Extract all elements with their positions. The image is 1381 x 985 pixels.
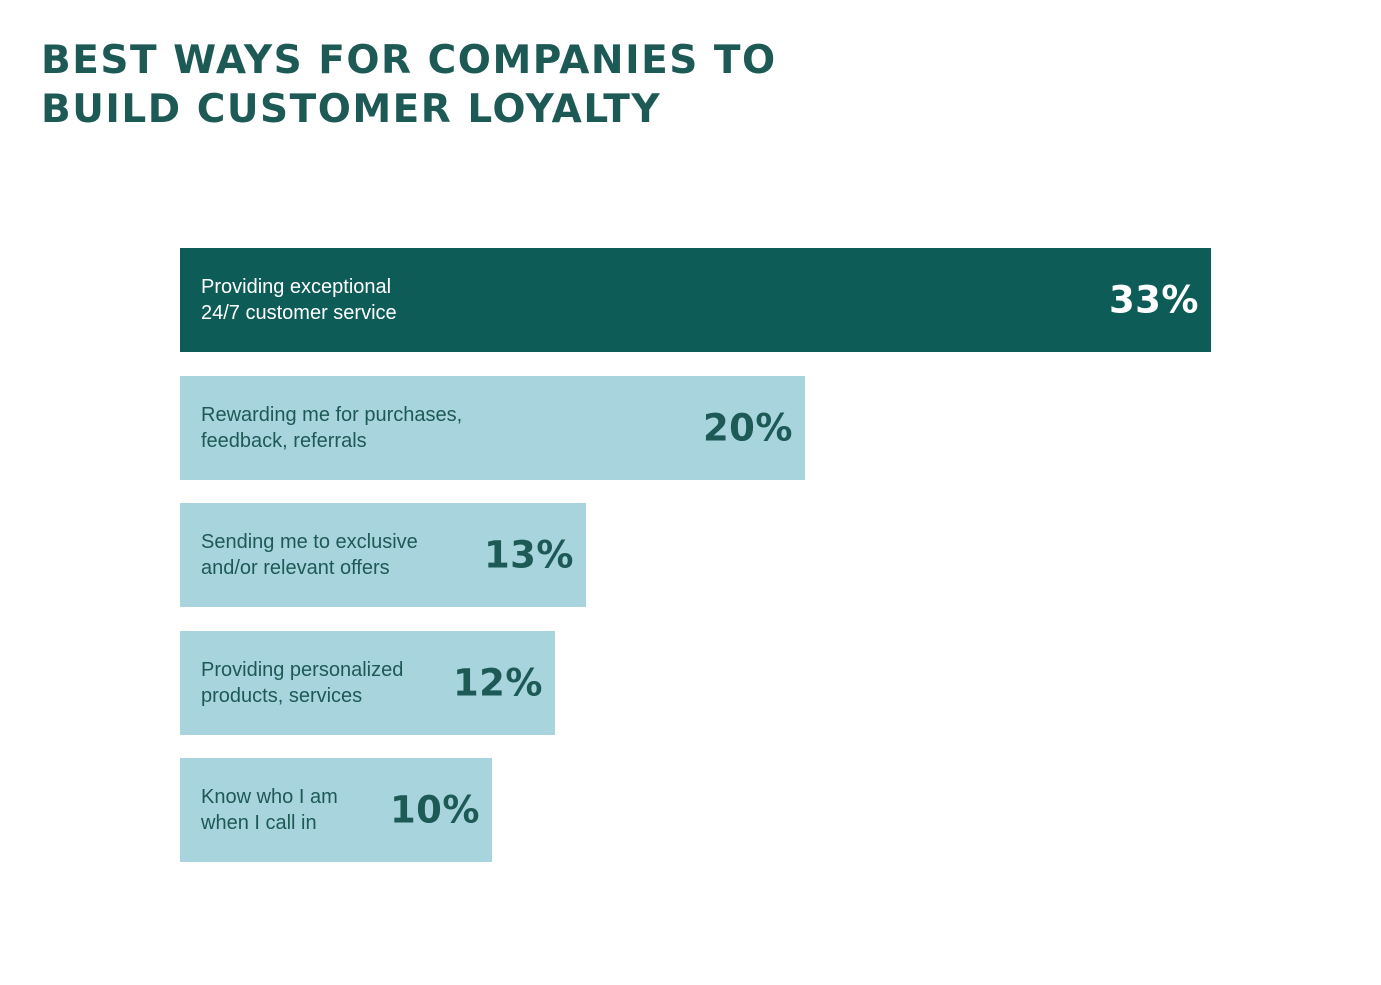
chart-title: BEST WAYS FOR COMPANIES TO BUILD CUSTOME…: [41, 36, 801, 134]
bar-label-line: products, services: [201, 685, 363, 707]
bar-label-line: Sending me to exclusive: [201, 531, 418, 553]
bar-label-line: and/or relevant offers: [201, 557, 390, 579]
bar-1: Providing exceptional 24/7 customer servi…: [180, 248, 1211, 352]
bar-value-label: 20%: [702, 406, 793, 450]
chart-title-line-2: BUILD CUSTOMER LOYALTY: [41, 87, 662, 132]
bar-label: Providing exceptional 24/7 customer servi…: [201, 274, 397, 326]
bar-label: Know who I am when I call in: [201, 784, 338, 836]
bar-chart: Providing exceptional 24/7 customer servi…: [180, 248, 1230, 868]
bar-label: Sending me to exclusive and/or relevant o…: [201, 529, 418, 581]
bar-value-label: 13%: [483, 533, 574, 577]
bar-label-line: 24/7 customer service: [201, 302, 397, 324]
bar-value-label: 10%: [389, 788, 480, 832]
bar-label-line: Rewarding me for purchases,: [201, 404, 463, 426]
bar-label-line: Providing exceptional: [201, 276, 392, 298]
bar-label-line: Know who I am: [201, 786, 338, 808]
bar-2: Rewarding me for purchases, feedback, ref…: [180, 376, 805, 480]
bar-label-line: when I call in: [201, 812, 317, 834]
bar-4: Providing personalized products, services…: [180, 631, 555, 735]
bar-value-label: 33%: [1108, 278, 1199, 322]
bar-3: Sending me to exclusive and/or relevant o…: [180, 503, 586, 607]
bar-label-line: feedback, referrals: [201, 430, 367, 452]
bar-label: Providing personalized products, services: [201, 657, 403, 709]
bar-label-line: Providing personalized: [201, 659, 404, 681]
chart-title-line-1: BEST WAYS FOR COMPANIES TO: [41, 38, 777, 83]
bar-label: Rewarding me for purchases, feedback, ref…: [201, 402, 462, 454]
bar-5: Know who I am when I call in 10%: [180, 758, 492, 862]
bar-value-label: 12%: [452, 661, 543, 705]
